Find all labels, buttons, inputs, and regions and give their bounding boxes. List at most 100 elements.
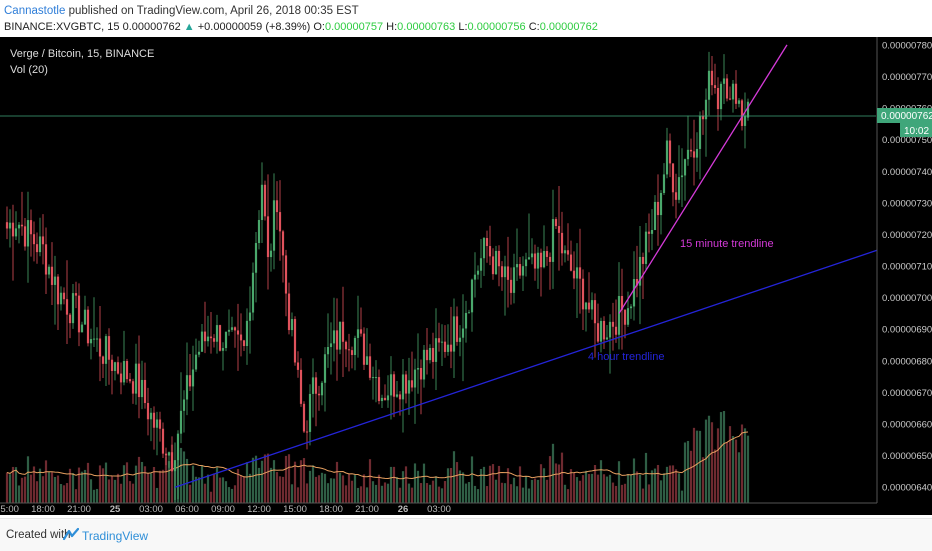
- volume-bar: [734, 439, 738, 503]
- candle-body: [131, 381, 135, 394]
- candle-body: [587, 302, 591, 310]
- volume-bar: [401, 471, 405, 503]
- volume-bar: [407, 483, 411, 503]
- price-chart[interactable]: 0.000007800.000007700.000007600.00000750…: [0, 37, 932, 515]
- candle-body: [122, 361, 126, 383]
- candle-body: [620, 296, 624, 310]
- volume-bar: [650, 470, 654, 503]
- time-axis[interactable]: 15:00 18:00 21:00 25 03:00 06:00 09:00 12:00 15:…: [0, 504, 451, 515]
- candle-body: [317, 393, 321, 396]
- volume-bar: [356, 487, 360, 503]
- tradingview-brand-link[interactable]: TradingView: [82, 529, 149, 543]
- candle-body: [275, 200, 279, 213]
- author-link[interactable]: Cannastotle: [4, 5, 66, 17]
- volume-bar: [227, 487, 231, 503]
- countdown-badge: [900, 123, 932, 137]
- volume-bar: [98, 465, 102, 503]
- time-tick-label: 03:00: [139, 504, 163, 515]
- open-label: O:: [313, 21, 325, 33]
- volume-bar: [695, 430, 699, 503]
- candle-body: [692, 151, 696, 158]
- candle-body: [269, 250, 273, 258]
- candle-body: [596, 323, 600, 342]
- candle-body: [488, 246, 492, 257]
- volume-bar: [116, 473, 120, 503]
- price-tick-label: 0.00000710: [882, 262, 932, 273]
- volume-bar: [65, 483, 69, 503]
- candle-body: [266, 216, 270, 258]
- candle-body: [83, 309, 87, 325]
- change-value: +0.00000059 (+8.39%): [197, 21, 311, 33]
- volume-bar: [716, 428, 720, 503]
- price-tick-label: 0.00000770: [882, 72, 932, 83]
- volume-bar: [299, 460, 303, 503]
- volume-bar: [593, 464, 597, 503]
- candle-body: [257, 219, 261, 244]
- volume-bar: [29, 474, 33, 503]
- candle-body: [512, 267, 516, 293]
- volume-bar: [476, 489, 480, 503]
- candle-body: [494, 250, 498, 275]
- candle-body: [449, 344, 453, 352]
- candle-body: [533, 253, 537, 269]
- footer-bar: Created with TradingView: [0, 518, 932, 551]
- candle-body: [26, 220, 30, 247]
- volume-bar: [221, 477, 225, 503]
- volume-bar: [365, 487, 369, 503]
- time-tick-label: 15:00: [283, 504, 307, 515]
- candle-body: [242, 340, 246, 347]
- volume-bar: [38, 468, 42, 503]
- candle-body: [167, 452, 171, 456]
- volume-bar: [419, 483, 423, 503]
- volume-bar: [311, 465, 315, 503]
- candle-body: [194, 354, 198, 370]
- volume-bar: [32, 466, 36, 503]
- volume-bar: [596, 474, 600, 503]
- candle-body: [680, 175, 684, 178]
- candle-body: [716, 87, 720, 110]
- volume-bar: [575, 477, 579, 503]
- candle-body: [332, 330, 336, 344]
- candle-body: [320, 382, 324, 396]
- candle-body: [5, 222, 9, 229]
- candle-body: [149, 412, 153, 420]
- candle-body: [161, 428, 165, 454]
- candle-body: [299, 369, 303, 404]
- volume-bar: [338, 472, 342, 503]
- price-tick-label: 0.00000680: [882, 356, 932, 367]
- candle-body: [524, 259, 528, 267]
- candle-body: [137, 363, 141, 398]
- volume-bar: [677, 473, 681, 503]
- candle-body: [44, 244, 48, 275]
- candle-body: [260, 184, 264, 220]
- candle-body: [251, 272, 255, 313]
- volume-bar: [113, 479, 117, 503]
- volume-bar: [434, 476, 438, 503]
- candle-body: [437, 338, 441, 343]
- volume-bar: [566, 489, 570, 503]
- candle-body: [440, 341, 444, 343]
- volume-bar: [137, 456, 141, 503]
- candle-body: [638, 256, 642, 286]
- volume-bar: [461, 472, 465, 503]
- volume-bar: [467, 482, 471, 503]
- volume-bar: [143, 466, 147, 503]
- volume-bar: [44, 460, 48, 503]
- candle-body: [641, 256, 645, 264]
- candle-body: [398, 394, 402, 400]
- candle-body: [431, 347, 435, 362]
- candle-body: [416, 368, 420, 370]
- volume-bar: [623, 483, 627, 503]
- close-label: C:: [528, 21, 540, 33]
- candle-body: [218, 325, 222, 351]
- candle-body: [713, 85, 717, 88]
- volume-bar: [584, 470, 588, 503]
- trendline: [174, 249, 878, 488]
- volume-bar: [167, 461, 171, 503]
- volume-bar: [248, 473, 252, 503]
- volume-bar: [371, 481, 375, 503]
- candle-body: [176, 433, 180, 461]
- candle-body: [743, 115, 747, 126]
- candle-body: [719, 83, 723, 110]
- candle-body: [554, 219, 558, 227]
